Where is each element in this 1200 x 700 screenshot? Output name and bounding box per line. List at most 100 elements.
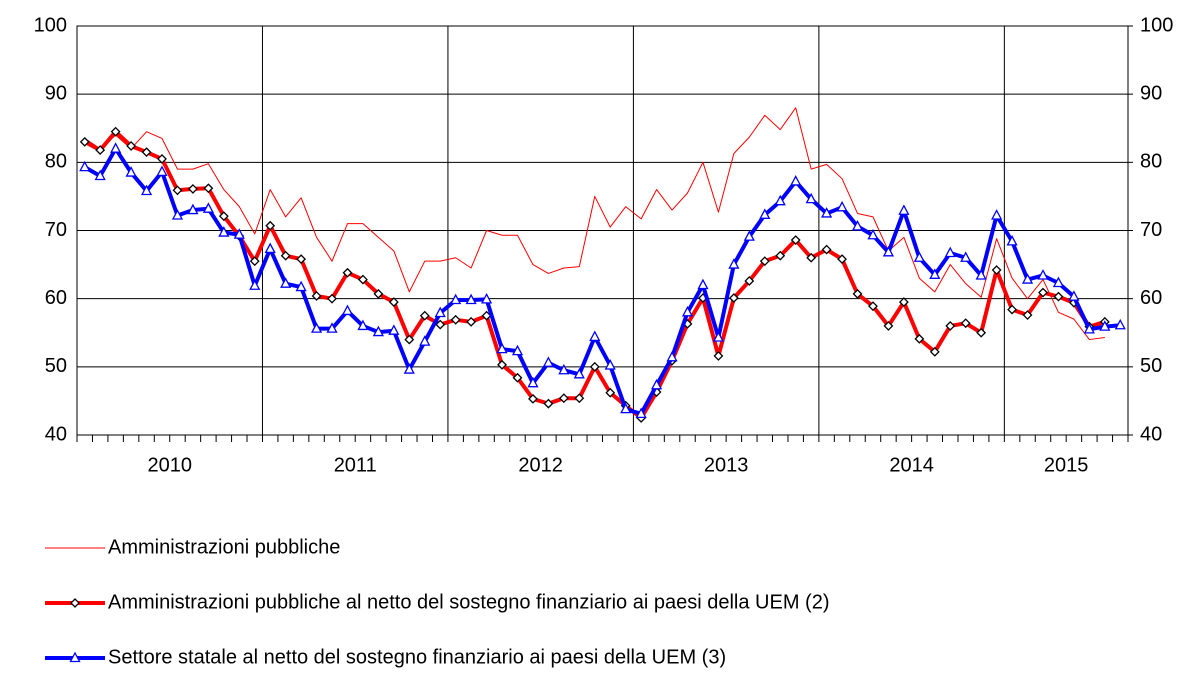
- data-point: [697, 278, 709, 290]
- data-point: [666, 350, 678, 362]
- y-tick-label: 80: [45, 151, 67, 173]
- data-point: [944, 246, 956, 258]
- data-point: [976, 327, 987, 338]
- data-point: [403, 363, 415, 374]
- legend-marker: [69, 651, 81, 663]
- data-point: [852, 288, 863, 299]
- data-point: [496, 342, 508, 354]
- data-point: [435, 319, 446, 330]
- data-point: [249, 256, 260, 267]
- data-point: [605, 387, 616, 398]
- data-point: [434, 306, 446, 318]
- data-point: [604, 359, 616, 370]
- data-point: [511, 344, 524, 356]
- data-point: [837, 254, 847, 265]
- data-point: [296, 254, 307, 265]
- data-point: [991, 209, 1003, 220]
- data-point: [1007, 304, 1017, 315]
- data-point: [295, 280, 307, 292]
- data-point: [929, 268, 941, 279]
- data-point: [280, 250, 291, 261]
- data-point: [743, 230, 755, 241]
- y2-tick-label: 90: [1140, 82, 1162, 104]
- data-point: [728, 258, 740, 269]
- data-point: [388, 324, 400, 335]
- data-point: [1038, 287, 1048, 298]
- data-point: [744, 276, 755, 286]
- data-point: [110, 126, 121, 137]
- data-point: [280, 277, 292, 288]
- data-point: [156, 165, 168, 177]
- data-point: [883, 321, 894, 331]
- data-point: [1052, 276, 1065, 288]
- data-point: [960, 251, 972, 262]
- data-point: [187, 203, 199, 215]
- data-point: [497, 359, 507, 370]
- data-point: [573, 367, 585, 379]
- series-line: [84, 107, 1105, 341]
- legend-label: Amministrazioni pubbliche: [108, 536, 340, 558]
- data-point: [481, 292, 493, 304]
- data-point: [1114, 318, 1126, 330]
- data-point: [898, 297, 909, 307]
- data-point: [759, 208, 771, 219]
- data-point: [419, 310, 430, 321]
- data-point: [202, 202, 214, 213]
- data-point: [512, 372, 523, 383]
- y2-tick-label: 40: [1140, 423, 1162, 445]
- data-point: [79, 136, 90, 147]
- data-point: [94, 169, 106, 181]
- data-point: [357, 319, 369, 331]
- data-point: [125, 166, 137, 177]
- data-point: [821, 244, 832, 255]
- data-point: [589, 330, 601, 341]
- data-point: [404, 334, 415, 345]
- data-point: [806, 252, 817, 263]
- data-point: [233, 228, 245, 239]
- data-point: [1083, 322, 1095, 334]
- data-point: [172, 185, 183, 196]
- y-tick-label: 70: [45, 219, 67, 241]
- data-point: [95, 145, 106, 155]
- data-point: [558, 393, 569, 404]
- data-point: [157, 154, 167, 164]
- data-point: [1068, 290, 1080, 301]
- data-point: [558, 363, 570, 375]
- data-point: [620, 402, 632, 414]
- y2-tick-label: 50: [1140, 355, 1162, 377]
- y2-tick-label: 80: [1140, 151, 1162, 173]
- data-point: [589, 361, 600, 372]
- data-point: [341, 304, 354, 316]
- data-point: [914, 333, 925, 344]
- data-point: [310, 322, 323, 333]
- data-point: [1006, 235, 1018, 246]
- data-point: [465, 293, 477, 305]
- data-point: [372, 325, 384, 337]
- data-point: [218, 211, 229, 222]
- data-point: [774, 194, 786, 206]
- data-point: [929, 346, 940, 357]
- data-point: [265, 220, 276, 231]
- data-point: [450, 293, 462, 305]
- data-point: [218, 226, 230, 237]
- y-tick-label: 50: [45, 355, 67, 377]
- legend-marker: [70, 598, 80, 608]
- y2-tick-label: 100: [1140, 14, 1173, 36]
- y2-tick-label: 70: [1140, 219, 1162, 241]
- x-tick-label: 2013: [704, 454, 749, 476]
- data-point: [913, 251, 925, 262]
- x-tick-label: 2010: [147, 454, 192, 476]
- data-point: [805, 192, 817, 204]
- data-point: [1099, 320, 1111, 331]
- data-point: [171, 209, 184, 220]
- x-tick-label: 2011: [334, 454, 377, 476]
- data-point: [311, 291, 322, 301]
- data-point: [79, 160, 91, 172]
- data-point: [775, 250, 786, 261]
- data-point: [419, 335, 431, 346]
- data-point: [728, 293, 739, 303]
- data-point: [326, 322, 338, 333]
- y-tick-label: 100: [34, 14, 67, 36]
- data-point: [1022, 310, 1033, 320]
